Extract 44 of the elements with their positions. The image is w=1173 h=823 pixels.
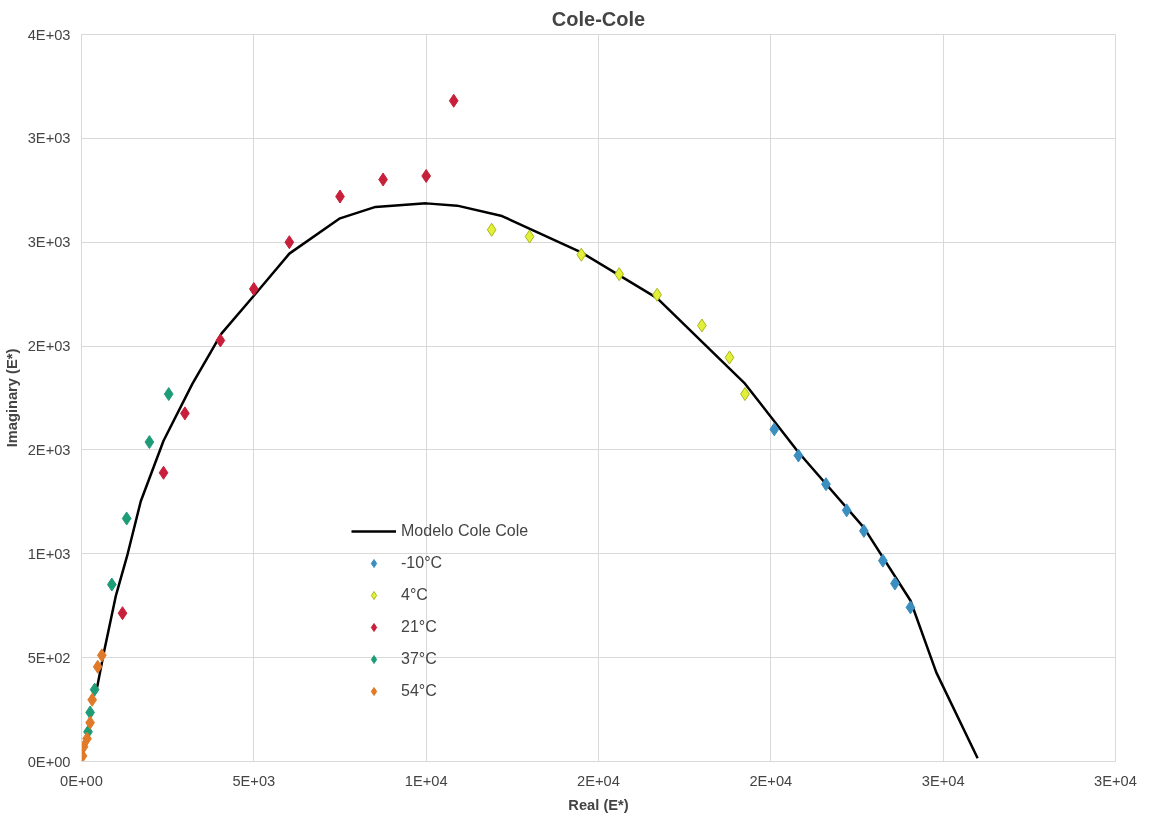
- point: [841, 503, 852, 518]
- point: [92, 659, 103, 674]
- chart-title: Cole-Cole: [551, 7, 646, 30]
- point: [524, 229, 535, 244]
- y-tick-label: 3E+03: [27, 130, 71, 147]
- y-tick-label: 3E+03: [27, 234, 71, 251]
- point: [284, 235, 295, 250]
- point: [163, 387, 174, 402]
- legend-label: 21°C: [401, 618, 437, 636]
- point: [215, 333, 226, 348]
- legend-label: 4°C: [401, 586, 428, 604]
- x-tick-label: 2E+04: [577, 772, 620, 789]
- point: [158, 465, 169, 480]
- point: [576, 247, 587, 262]
- x-axis-title: Real (E*): [568, 796, 629, 813]
- x-tick-label: 3E+04: [921, 772, 965, 789]
- y-tick-label: 4E+03: [27, 26, 71, 43]
- point: [117, 606, 128, 621]
- x-tick-label: 5E+03: [232, 772, 276, 789]
- point: [144, 435, 155, 450]
- legend-label: -10°C: [401, 554, 443, 572]
- point: [769, 422, 780, 437]
- legend-label: Modelo Cole Cole: [401, 522, 529, 540]
- y-tick-label: 0E+00: [27, 753, 71, 770]
- point: [724, 350, 735, 365]
- x-tick-label: 0E+00: [60, 772, 103, 789]
- point: [87, 692, 98, 707]
- point: [905, 600, 916, 615]
- point: [448, 93, 459, 108]
- x-tick-label: 3E+04: [1094, 772, 1137, 789]
- point: [793, 448, 804, 463]
- y-axis-title: Imaginary (E*): [3, 348, 20, 448]
- point: [121, 511, 132, 526]
- legend-label: 37°C: [401, 650, 437, 668]
- y-tick-label: 1E+03: [27, 545, 71, 562]
- y-tick-label: 2E+03: [27, 338, 71, 355]
- x-tick-label: 1E+04: [404, 772, 448, 789]
- y-tick-label: 2E+03: [27, 441, 71, 458]
- point: [89, 682, 100, 697]
- x-tick-label: 2E+04: [749, 772, 793, 789]
- point: [486, 222, 497, 237]
- legend-label: 54°C: [401, 682, 437, 700]
- point: [614, 267, 625, 282]
- y-tick-label: 5E+02: [27, 649, 71, 666]
